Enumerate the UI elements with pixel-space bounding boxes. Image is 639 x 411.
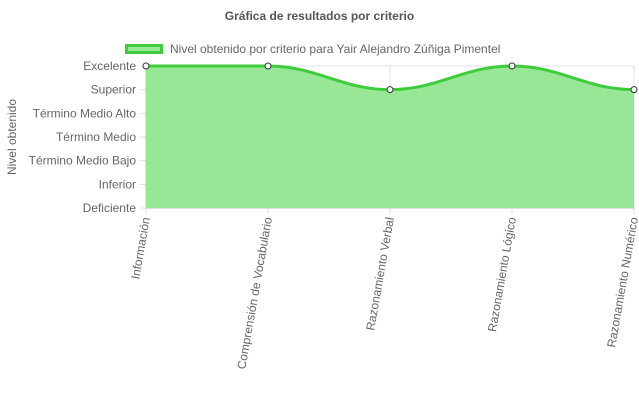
data-point: [386, 86, 394, 94]
legend-label: Nivel obtenido por criterio para Yair Al…: [170, 42, 501, 56]
x-tick-label: Información: [128, 216, 153, 280]
y-tick-label: Superior: [91, 83, 136, 97]
y-tick-label: Inferior: [99, 177, 136, 191]
x-tick-label: Razonamiento Verbal: [363, 216, 397, 331]
data-point: [142, 62, 150, 70]
y-tick-label: Deficiente: [83, 201, 137, 215]
y-tick-label: Término Medio Alto: [33, 106, 137, 120]
y-tick-label: Excelente: [83, 59, 136, 73]
y-tick-label: Término Medio: [56, 130, 136, 144]
chart-title: Gráfica de resultados por criterio: [224, 9, 415, 23]
series-area: [146, 66, 634, 208]
data-point: [630, 86, 638, 94]
x-tick-label: Comprensión de Vocabulario: [234, 216, 275, 371]
data-point: [264, 62, 272, 70]
legend[interactable]: Nivel obtenido por criterio para Yair Al…: [125, 42, 500, 56]
data-point: [508, 62, 516, 70]
x-tick-label: Razonamiento Lógico: [485, 216, 519, 333]
legend-swatch: [125, 44, 163, 54]
y-tick-label: Término Medio Bajo: [29, 154, 137, 168]
x-tick-label: Razonamiento Numérico: [604, 216, 639, 349]
